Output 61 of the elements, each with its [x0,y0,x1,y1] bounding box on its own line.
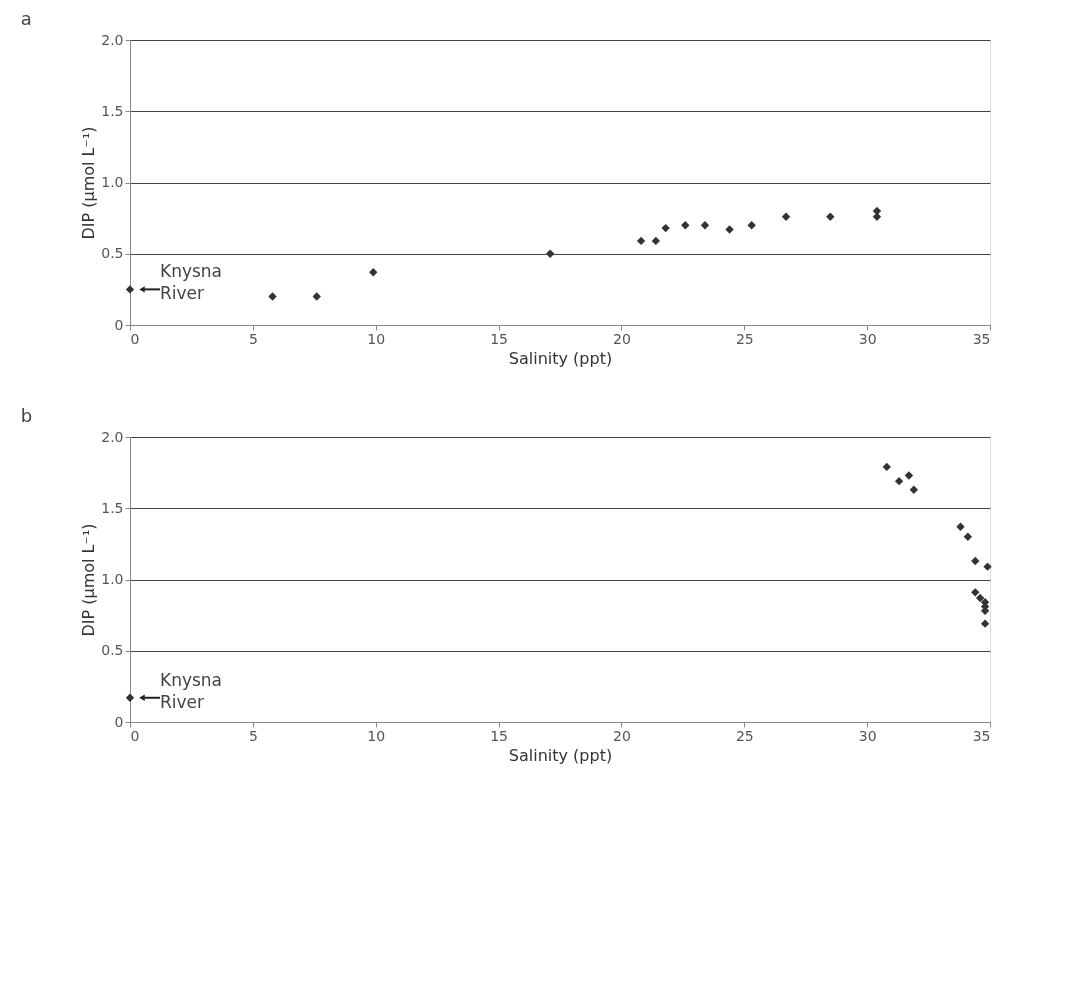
y-axis-title: DIP (µmol L⁻¹) [79,126,99,240]
point [661,223,670,233]
point [681,221,690,230]
point [963,532,973,541]
x-tick-label: 30 [858,727,877,744]
x-tick-label: 0 [130,727,140,744]
x-tick-label: 10 [367,727,386,744]
x-axis-title: Salinity (ppt) [508,745,613,765]
chart-title: b [20,405,33,426]
y-tick-label: 1.5 [101,499,124,516]
point [781,212,791,221]
point [700,221,710,230]
point [983,562,992,571]
x-tick-label: 35 [972,727,991,744]
y-tick-label: 1.0 [101,571,124,587]
point [826,212,835,221]
point [980,619,990,628]
y-tick-label: 0.5 [101,642,124,659]
point [956,522,965,531]
y-tick-label: 0.5 [101,245,124,262]
x-tick-label: 5 [248,330,258,347]
point [975,593,985,603]
point [636,236,646,246]
annotation: Knysna River [160,261,223,304]
point [904,471,914,480]
point [894,476,904,486]
annotation: Knysna River [160,669,223,712]
point [872,212,882,221]
point [312,292,321,301]
point [268,292,277,301]
y-tick-label: 0 [114,713,124,730]
y-tick-label: 2.0 [101,428,124,445]
y-tick-label: 1.5 [101,102,124,119]
point [125,285,135,294]
point [545,249,555,258]
point [909,485,919,494]
x-tick-label: 20 [613,727,631,744]
point [369,268,378,277]
point [725,225,734,234]
y-tick-label: 1.0 [101,174,124,190]
point [971,588,980,597]
x-tick-label: 30 [858,330,877,347]
chart-title: a [20,8,32,29]
x-tick-label: 25 [735,330,754,347]
point [651,236,661,246]
x-tick-label: 25 [735,727,754,744]
y-tick-label: 2.0 [101,31,124,48]
x-axis-title: Salinity (ppt) [508,348,613,368]
x-tick-label: 15 [490,727,508,744]
x-tick-label: 10 [367,330,386,347]
x-tick-label: 15 [490,330,508,347]
point [971,556,980,566]
x-tick-label: 0 [130,330,140,347]
y-axis-title: DIP (µmol L⁻¹) [79,523,99,637]
x-tick-label: 5 [248,727,258,744]
x-tick-label: 35 [972,330,991,347]
point [882,462,891,472]
y-tick-label: 0 [114,316,124,333]
point [125,693,135,702]
point [747,221,756,230]
x-tick-label: 20 [613,330,631,347]
